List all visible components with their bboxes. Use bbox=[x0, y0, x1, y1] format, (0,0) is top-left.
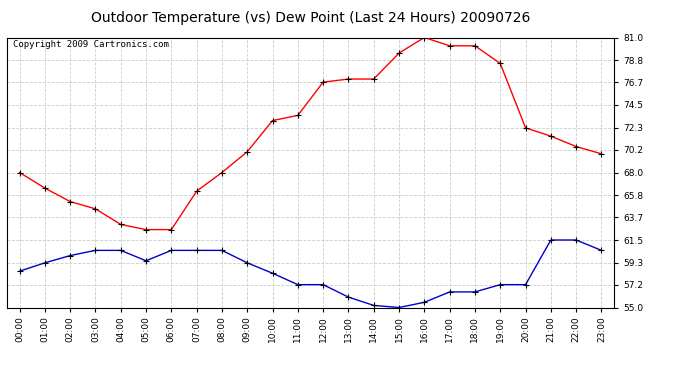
Text: Outdoor Temperature (vs) Dew Point (Last 24 Hours) 20090726: Outdoor Temperature (vs) Dew Point (Last… bbox=[91, 11, 530, 25]
Text: Copyright 2009 Cartronics.com: Copyright 2009 Cartronics.com bbox=[13, 40, 169, 49]
